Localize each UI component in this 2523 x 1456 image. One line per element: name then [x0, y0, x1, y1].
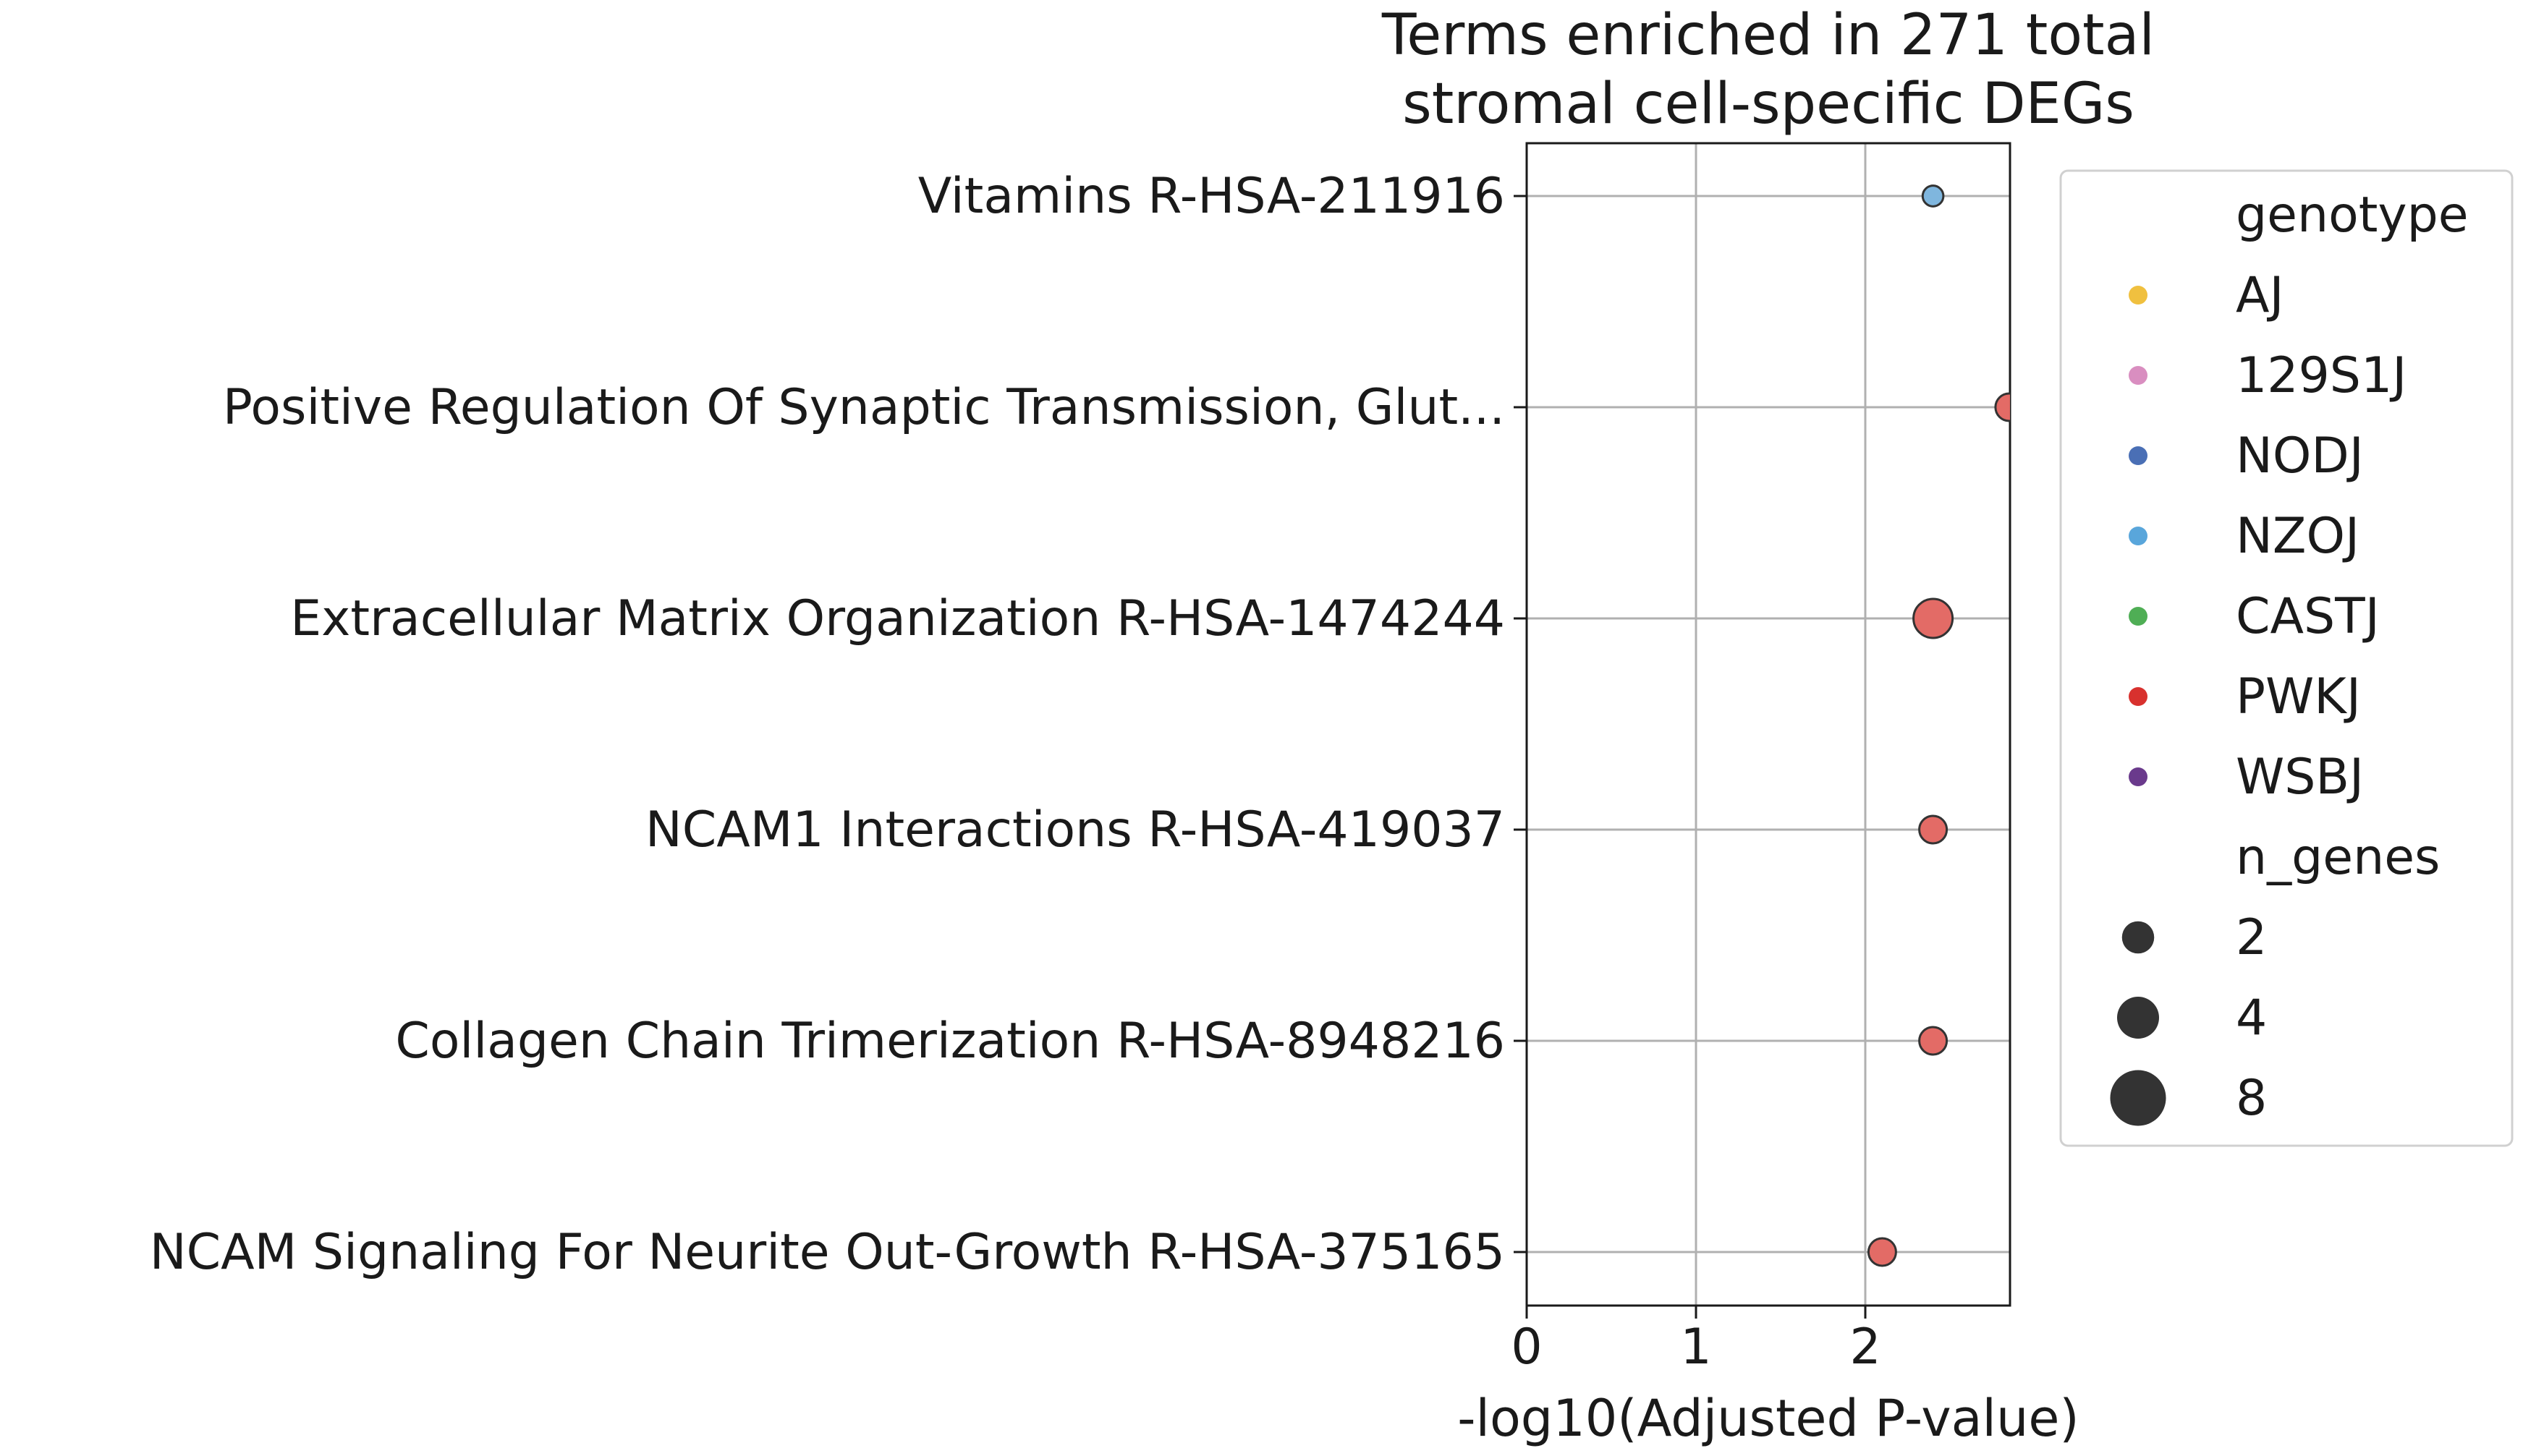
legend-marker-PWKJ — [2129, 687, 2147, 706]
plot-frame — [1525, 142, 2011, 1307]
legend-label: PWKJ — [2236, 668, 2361, 725]
x-tick-label: 0 — [1511, 1319, 1542, 1376]
data-point — [1912, 597, 1954, 639]
data-point — [1867, 1237, 1897, 1267]
y-category-label: Collagen Chain Trimerization R-HSA-89482… — [395, 1013, 1505, 1070]
y-category-label: NCAM1 Interactions R-HSA-419037 — [645, 801, 1505, 859]
legend-marker-AJ — [2129, 286, 2147, 305]
legend-size-label: 2 — [2236, 909, 2267, 966]
y-category-label: Extracellular Matrix Organization R-HSA-… — [290, 590, 1505, 647]
legend-marker-NZOJ — [2129, 527, 2147, 545]
y-category-label: Positive Regulation Of Synaptic Transmis… — [223, 379, 1505, 436]
x-tick-label: 2 — [1849, 1319, 1880, 1376]
legend-label: AJ — [2236, 267, 2284, 324]
legend-size-label: 4 — [2236, 989, 2267, 1047]
data-points — [1867, 184, 2010, 1267]
legend-title-n-genes: n_genes — [2236, 829, 2440, 886]
data-point — [1918, 814, 1949, 845]
x-tick-label: 1 — [1680, 1319, 1711, 1376]
legend-size-label: 8 — [2236, 1070, 2267, 1127]
legend-marker-NODJ — [2129, 446, 2147, 465]
legend-title-genotype: genotype — [2236, 187, 2469, 244]
legend-label: NZOJ — [2236, 508, 2359, 565]
legend-label: WSBJ — [2236, 749, 2364, 806]
chart-title-line-2: stromal cell-specific DEGs — [1402, 72, 2134, 137]
data-point — [1918, 1026, 1949, 1056]
legend-marker-WSBJ — [2129, 767, 2147, 786]
data-point — [1994, 392, 2010, 422]
legend-box — [2059, 169, 2514, 1147]
y-category-label: Vitamins R-HSA-211916 — [918, 168, 1505, 225]
legend-label: CASTJ — [2236, 588, 2380, 645]
legend-size-marker-2 — [2121, 921, 2155, 954]
legend-size-marker-8 — [2110, 1070, 2166, 1126]
legend-marker-CASTJ — [2129, 607, 2147, 626]
legend-marker-129S1J — [2129, 366, 2147, 385]
data-point — [1921, 184, 1945, 208]
legend-size-marker-4 — [2117, 997, 2159, 1039]
legend-label: 129S1J — [2236, 347, 2407, 404]
legend-label: NODJ — [2236, 427, 2364, 485]
x-axis-label: -log10(Adjusted P-value) — [1457, 1389, 2079, 1448]
chart-title-line-1: Terms enriched in 271 total — [1381, 3, 2155, 68]
y-category-label: NCAM Signaling For Neurite Out-Growth R-… — [150, 1224, 1505, 1281]
